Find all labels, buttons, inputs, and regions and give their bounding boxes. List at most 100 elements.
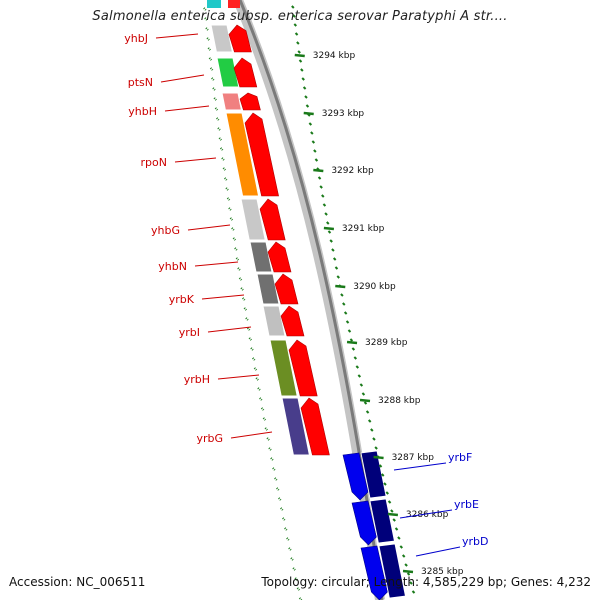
cog-bar-rpoN (225, 112, 260, 197)
outer-tick (297, 50, 301, 54)
inner-tick (257, 387, 261, 391)
inner-tick (253, 367, 258, 371)
outer-tick (304, 95, 308, 99)
inner-tick (234, 247, 238, 251)
outer-tick (293, 23, 298, 27)
inner-tick (296, 587, 301, 591)
scale-label-3285: 3285 kbp (421, 567, 464, 577)
outer-tick (327, 230, 332, 234)
gene-label-rpoN: rpoN (141, 156, 167, 169)
inner-tick (245, 317, 249, 321)
label-leader-yhbN (194, 261, 239, 267)
major-tick-3293 (303, 111, 314, 116)
inner-tick (204, 17, 208, 21)
label-leader-yrbG (230, 431, 273, 439)
cds-band-yrbF (360, 450, 387, 499)
inner-tick (205, 27, 209, 31)
inner-tick (292, 567, 296, 571)
outer-tick (353, 356, 358, 360)
outer-tick (349, 338, 354, 342)
inner-tick (260, 407, 265, 411)
inner-tick (280, 507, 284, 511)
inner-tick (294, 577, 298, 581)
outer-tick (329, 239, 333, 243)
inner-tick (211, 77, 215, 81)
scale-label-3293: 3293 kbp (322, 109, 365, 119)
outer-tick (385, 491, 389, 495)
organism-title: Salmonella enterica subsp. enterica sero… (92, 9, 508, 24)
cds-arrow-yrbF (342, 452, 369, 501)
inner-tick (221, 157, 225, 161)
outer-tick (372, 437, 376, 441)
label-leader-yrbE (399, 509, 453, 519)
inner-tick (248, 337, 252, 341)
major-tick-3285 (402, 569, 414, 574)
outer-tick (336, 275, 340, 279)
outer-tick (394, 527, 399, 531)
inner-tick (223, 177, 228, 181)
outer-tick (342, 302, 346, 306)
outer-tick (378, 464, 383, 468)
outer-tick (345, 320, 350, 324)
scale-label-3294: 3294 kbp (313, 51, 356, 61)
scale-label-3290: 3290 kbp (353, 282, 396, 292)
cog-color-track (210, 24, 311, 456)
gene-block-top-cyan (207, 0, 221, 8)
outer-tick (321, 194, 325, 198)
inner-tick (216, 117, 220, 121)
inner-tick (278, 497, 282, 501)
cog-bar-yhbN (249, 241, 273, 273)
outer-tick (291, 5, 295, 9)
scale-label-3289: 3289 kbp (365, 338, 408, 348)
scale-label-3292: 3292 kbp (331, 166, 374, 176)
outer-tick (387, 500, 392, 504)
outer-tick (381, 473, 385, 477)
inner-tick (282, 517, 286, 521)
inner-tick (237, 267, 241, 271)
inner-tick (241, 297, 246, 301)
label-leader-yrbI (207, 326, 252, 333)
cds-arrow-ptsN (233, 57, 258, 88)
outer-tick (399, 545, 403, 549)
inner-tick (232, 237, 237, 241)
inner-tick (212, 87, 216, 91)
scale-label-3287: 3287 kbp (392, 453, 435, 463)
outer-tick (367, 419, 372, 423)
inner-tick (290, 557, 294, 561)
outer-tick (313, 149, 317, 153)
outer-tick (302, 86, 307, 90)
gene-block-top-red (228, 0, 240, 8)
major-tick-3288 (359, 398, 371, 403)
inner-tick (206, 37, 210, 41)
accession-label: Accession: NC_006511 (9, 575, 146, 589)
inner-tick (238, 277, 243, 281)
cds-arrow-yhbG (259, 198, 286, 241)
outer-tick (294, 32, 299, 36)
outer-tick (355, 365, 360, 369)
inner-tick (228, 207, 232, 211)
inner-tick (217, 127, 221, 131)
outer-tick (332, 257, 337, 261)
label-leader-yhbG (187, 224, 231, 231)
outer-tick (392, 518, 396, 522)
inner-tick (250, 347, 254, 351)
cog-bar-yrbI (262, 305, 286, 337)
outer-tick (383, 482, 387, 486)
cds-arrow-yhbJ (228, 24, 252, 53)
gene-label-yhbH: yhbH (128, 105, 157, 118)
cog-bar-ptsN (216, 57, 240, 88)
outer-tick (365, 410, 370, 414)
cog-bar-yhbG (240, 198, 266, 241)
label-leader-yhbH (164, 105, 210, 112)
gene-label-yrbD: yrbD (462, 535, 489, 548)
gene-label-yrbI: yrbI (179, 326, 200, 339)
gene-label-yrbG: yrbG (196, 432, 223, 445)
outer-tick (311, 140, 316, 144)
gene-label-yhbG: yhbG (151, 224, 180, 237)
outer-tick (326, 221, 330, 225)
label-leader-rpoN (174, 157, 217, 163)
inner-tick (264, 427, 268, 431)
outer-tick (305, 104, 310, 108)
gene-label-ptsN: ptsN (128, 76, 153, 89)
